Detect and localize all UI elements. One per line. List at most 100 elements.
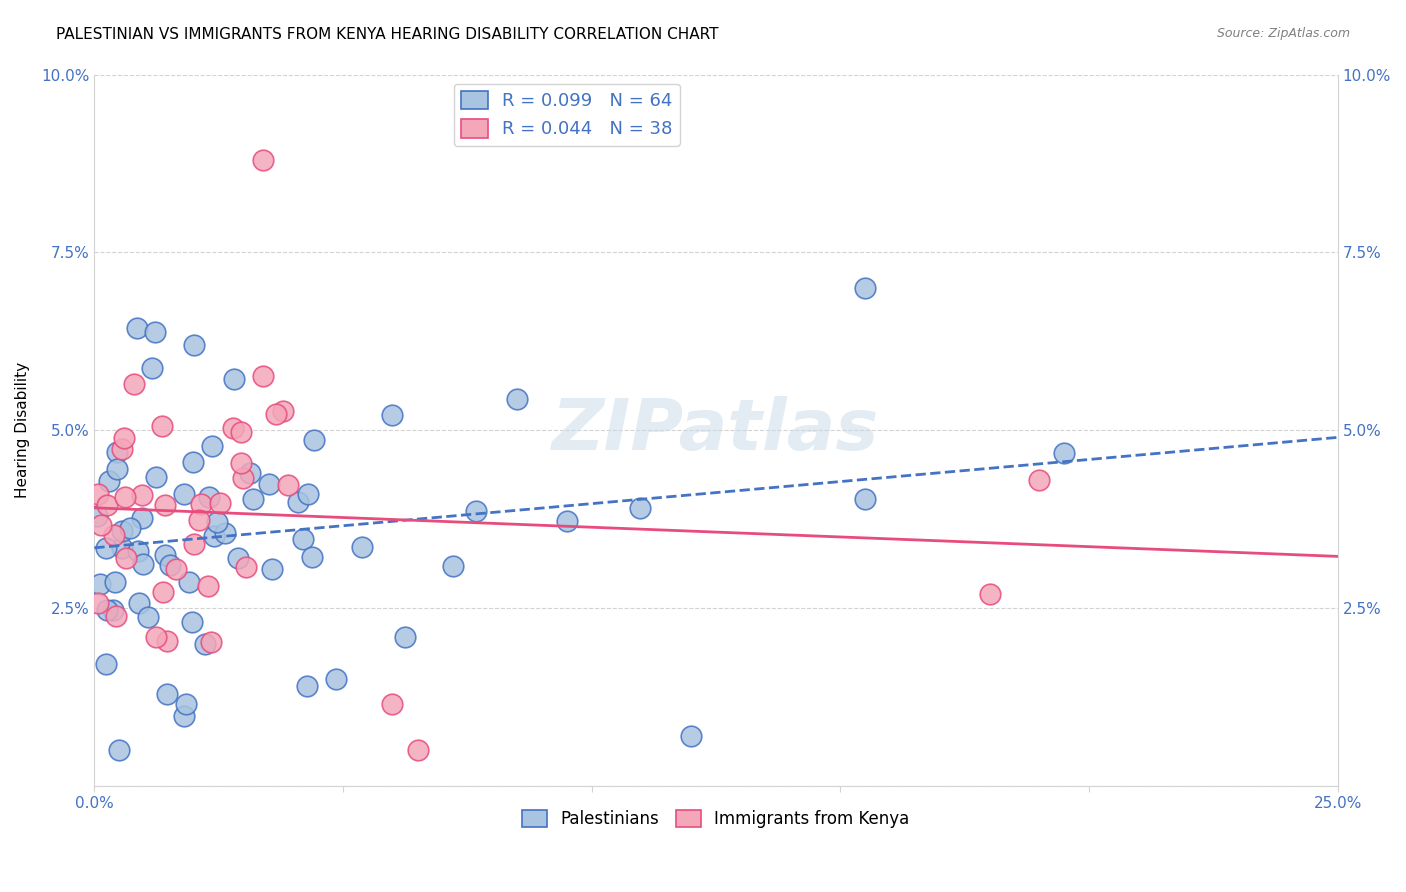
Immigrants from Kenya [277, 478, 299, 492]
Palestinians [262, 562, 284, 576]
Immigrants from Kenya [145, 630, 167, 644]
Palestinians [291, 532, 314, 546]
Palestinians [257, 476, 280, 491]
Immigrants from Kenya [979, 587, 1001, 601]
Palestinians [180, 615, 202, 629]
Immigrants from Kenya [222, 421, 245, 435]
Immigrants from Kenya [252, 153, 274, 167]
Immigrants from Kenya [122, 377, 145, 392]
Palestinians [226, 551, 249, 566]
Palestinians [183, 338, 205, 352]
Palestinians [145, 469, 167, 483]
Palestinians [287, 495, 309, 509]
Palestinians [222, 372, 245, 386]
Palestinians [325, 672, 347, 686]
Immigrants from Kenya [96, 498, 118, 512]
Palestinians [381, 409, 404, 423]
Palestinians [202, 529, 225, 543]
Text: Source: ZipAtlas.com: Source: ZipAtlas.com [1216, 27, 1350, 40]
Immigrants from Kenya [381, 697, 404, 711]
Palestinians [295, 680, 318, 694]
Immigrants from Kenya [266, 407, 288, 421]
Palestinians [103, 603, 125, 617]
Immigrants from Kenya [197, 579, 219, 593]
Palestinians [464, 504, 486, 518]
Palestinians [136, 609, 159, 624]
Palestinians [853, 491, 876, 506]
Palestinians [302, 434, 325, 448]
Palestinians [394, 630, 416, 644]
Legend: Palestinians, Immigrants from Kenya: Palestinians, Immigrants from Kenya [516, 803, 917, 834]
Palestinians [1053, 446, 1076, 460]
Palestinians [630, 501, 652, 516]
Palestinians [111, 541, 134, 555]
Palestinians [681, 729, 703, 743]
Immigrants from Kenya [87, 596, 110, 610]
Palestinians [111, 524, 134, 538]
Palestinians [98, 475, 121, 489]
Immigrants from Kenya [90, 518, 112, 533]
Immigrants from Kenya [155, 498, 177, 512]
Palestinians [214, 526, 236, 541]
Palestinians [441, 559, 464, 574]
Palestinians [352, 541, 374, 555]
Immigrants from Kenya [152, 585, 174, 599]
Immigrants from Kenya [235, 559, 257, 574]
Palestinians [181, 455, 204, 469]
Immigrants from Kenya [165, 562, 187, 576]
Immigrants from Kenya [104, 608, 127, 623]
Palestinians [194, 637, 217, 651]
Palestinians [197, 491, 219, 505]
Palestinians [108, 743, 131, 757]
Palestinians [159, 558, 181, 572]
Immigrants from Kenya [112, 431, 135, 445]
Palestinians [131, 510, 153, 524]
Immigrants from Kenya [183, 537, 205, 551]
Immigrants from Kenya [156, 634, 179, 648]
Immigrants from Kenya [229, 456, 252, 470]
Immigrants from Kenya [188, 513, 211, 527]
Immigrants from Kenya [114, 490, 136, 504]
Palestinians [86, 509, 108, 524]
Palestinians [127, 321, 149, 335]
Immigrants from Kenya [190, 497, 212, 511]
Immigrants from Kenya [406, 743, 429, 757]
Palestinians [297, 487, 319, 501]
Palestinians [94, 657, 117, 671]
Palestinians [179, 574, 201, 589]
Palestinians [853, 281, 876, 295]
Palestinians [174, 697, 197, 711]
Palestinians [242, 491, 264, 506]
Immigrants from Kenya [87, 487, 110, 501]
Immigrants from Kenya [103, 528, 125, 542]
Immigrants from Kenya [209, 496, 232, 510]
Palestinians [555, 514, 578, 528]
Text: PALESTINIAN VS IMMIGRANTS FROM KENYA HEARING DISABILITY CORRELATION CHART: PALESTINIAN VS IMMIGRANTS FROM KENYA HEA… [56, 27, 718, 42]
Palestinians [173, 708, 195, 723]
Immigrants from Kenya [252, 368, 274, 383]
Immigrants from Kenya [150, 418, 173, 433]
Palestinians [201, 439, 224, 453]
Palestinians [132, 557, 155, 571]
Immigrants from Kenya [200, 634, 222, 648]
Immigrants from Kenya [115, 551, 138, 566]
Palestinians [239, 466, 262, 480]
Immigrants from Kenya [232, 471, 254, 485]
Palestinians [105, 445, 128, 459]
Palestinians [96, 603, 118, 617]
Palestinians [94, 541, 117, 555]
Palestinians [105, 462, 128, 476]
Immigrants from Kenya [1028, 473, 1050, 487]
Immigrants from Kenya [231, 425, 253, 439]
Immigrants from Kenya [271, 403, 294, 417]
Palestinians [127, 544, 149, 558]
Palestinians [143, 325, 166, 339]
Palestinians [128, 596, 150, 610]
Y-axis label: Hearing Disability: Hearing Disability [15, 362, 30, 499]
Palestinians [156, 687, 179, 701]
Palestinians [173, 487, 195, 501]
Palestinians [104, 574, 127, 589]
Immigrants from Kenya [110, 442, 132, 456]
Palestinians [141, 360, 163, 375]
Palestinians [120, 521, 142, 535]
